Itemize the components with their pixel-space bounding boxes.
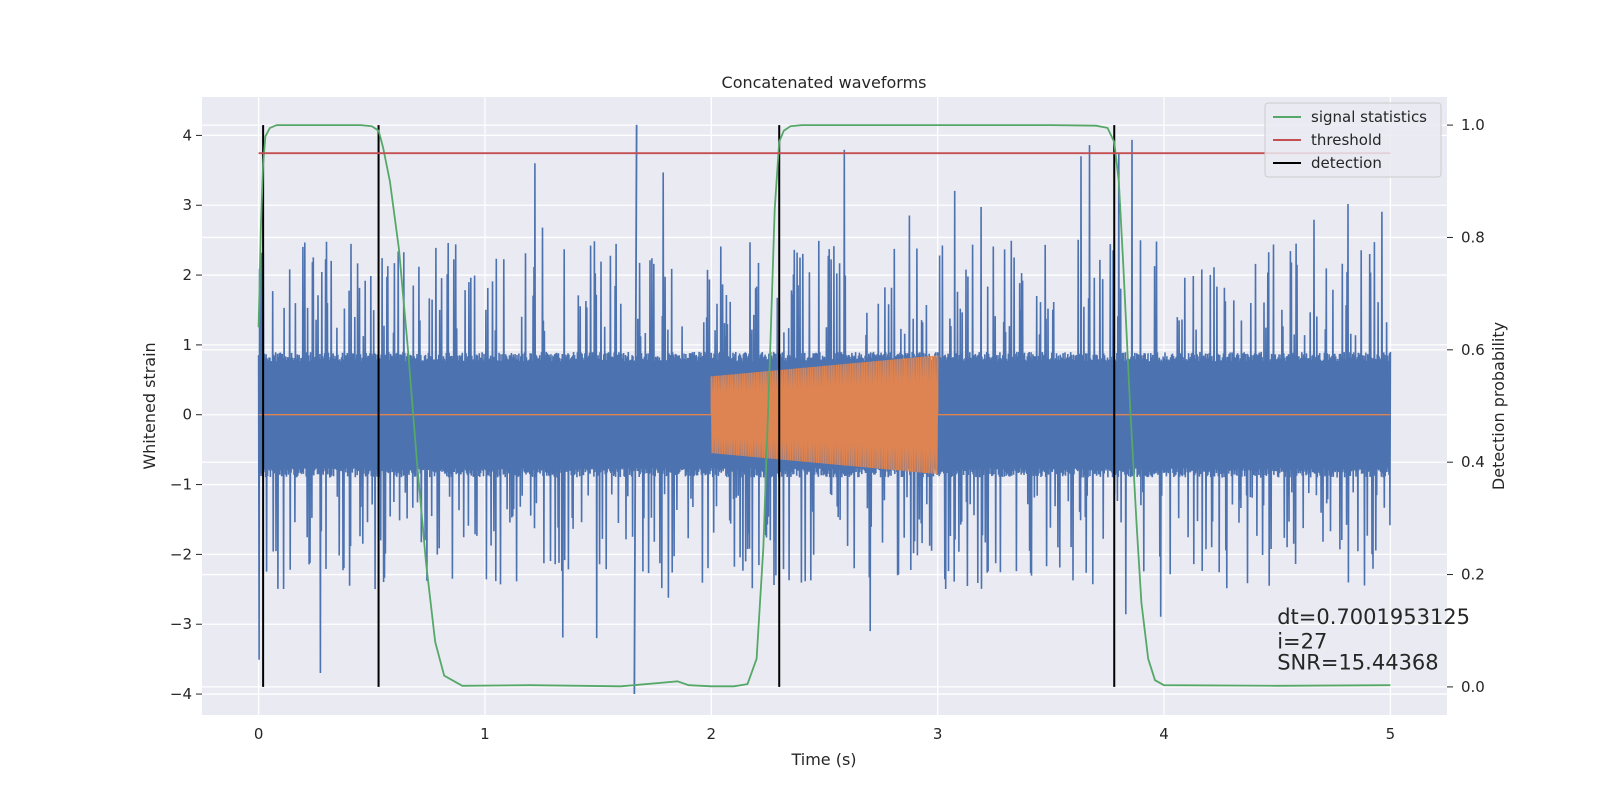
legend: signal statistics threshold detection [1264, 102, 1442, 178]
y-tick-label: −3 [170, 615, 192, 633]
y2-axis-ticks: 0.0 0.2 0.4 0.6 0.8 1.0 [1447, 116, 1485, 696]
noise-series [257, 124, 1392, 695]
y2-tick-label: 1.0 [1461, 116, 1485, 134]
y-tick-label: −2 [170, 545, 192, 563]
injected-signal-series [258, 355, 1391, 475]
annotation-text: i=27 [1277, 630, 1327, 654]
y-tick-label: 4 [182, 126, 192, 144]
y2-tick-label: 0.2 [1461, 566, 1485, 584]
annotation-text: dt=0.7001953125 [1277, 605, 1470, 629]
y2-tick-label: 0.8 [1461, 228, 1485, 246]
x-axis-ticks: 0 1 2 3 4 5 [254, 725, 1395, 743]
legend-box [1264, 102, 1442, 178]
noise-trace [257, 139, 1392, 674]
detection-lines [262, 125, 1116, 687]
chart-title: Concatenated waveforms [722, 73, 927, 92]
x-axis-label: Time (s) [790, 750, 856, 769]
noise-peak [633, 124, 638, 695]
y-tick-label: 1 [182, 336, 192, 354]
y-tick-label: 3 [182, 196, 192, 214]
x-tick-label: 5 [1386, 725, 1396, 743]
y-tick-label: −1 [170, 476, 192, 494]
annotation-text: SNR=15.44368 [1277, 651, 1438, 675]
legend-label: threshold [1311, 131, 1382, 149]
x-tick-label: 4 [1159, 725, 1169, 743]
y-axis-ticks: −4 −3 −2 −1 0 1 2 3 4 [170, 126, 202, 703]
y-tick-label: −4 [170, 685, 192, 703]
x-tick-label: 3 [933, 725, 943, 743]
signal-statistics-series [257, 124, 1391, 688]
x-tick-label: 2 [707, 725, 717, 743]
y-axis-label: Whitened strain [140, 342, 159, 469]
injected-signal-trace [258, 355, 1391, 475]
y-tick-label: 2 [182, 266, 192, 284]
legend-label: detection [1311, 154, 1382, 172]
legend-label: signal statistics [1311, 108, 1427, 126]
y2-tick-label: 0.6 [1461, 341, 1485, 359]
y2-axis-label: Detection probability [1489, 322, 1508, 490]
x-tick-label: 1 [480, 725, 490, 743]
y2-tick-label: 0.0 [1461, 678, 1485, 696]
y2-tick-label: 0.4 [1461, 453, 1485, 471]
signal-statistics-line [257, 124, 1391, 688]
x-tick-label: 0 [254, 725, 264, 743]
y-tick-label: 0 [182, 406, 192, 424]
